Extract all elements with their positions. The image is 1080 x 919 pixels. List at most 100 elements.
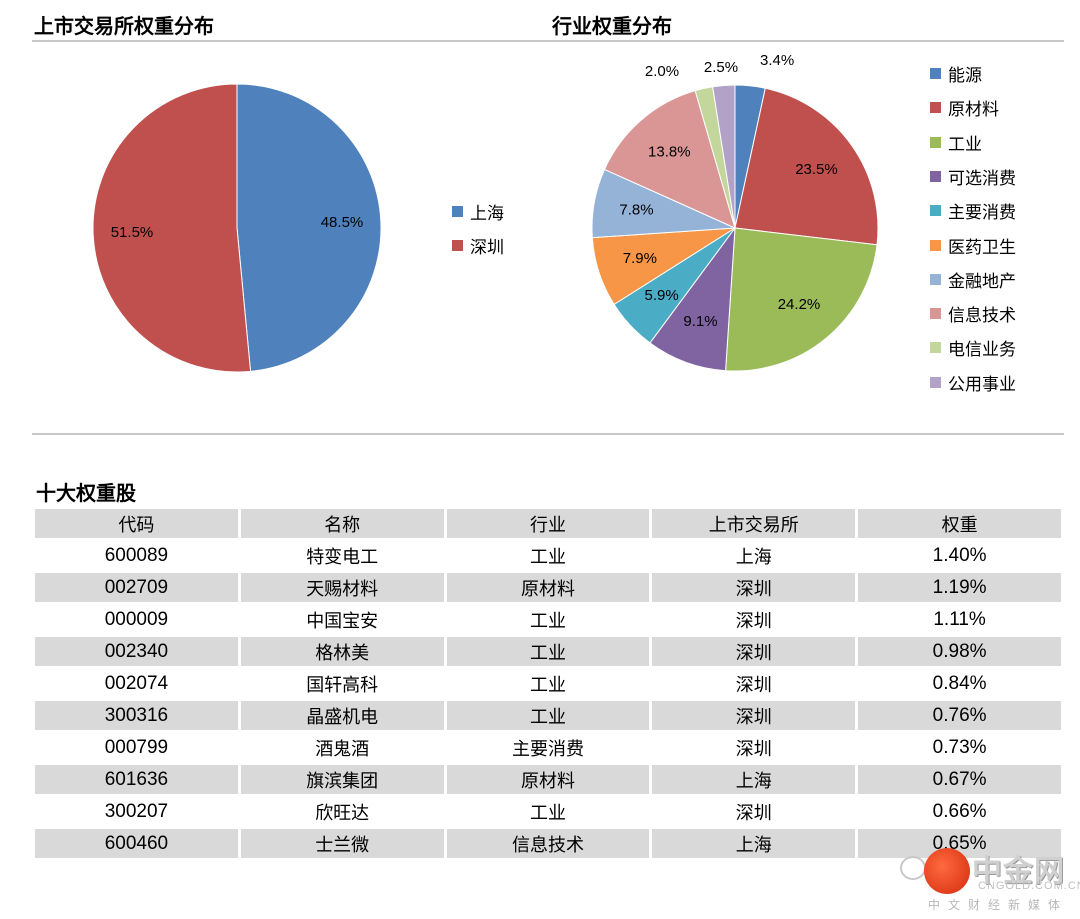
legend-label: 主要消费: [948, 203, 1016, 224]
pie-value-label: 5.9%: [645, 287, 679, 304]
pie-value-label: 48.5%: [321, 214, 364, 231]
cell-weight: 0.98%: [858, 637, 1061, 666]
table-header-row: 代码 名称 行业 上市交易所 权重: [35, 509, 1061, 538]
table-title: 十大权重股: [36, 481, 136, 505]
table-row: 002074 国轩高科 工业 深圳 0.84%: [35, 669, 1061, 698]
pie-value-label: 9.1%: [683, 313, 717, 330]
watermark-subtitle: 中文财经新媒体: [928, 898, 1069, 912]
table-row: 000009 中国宝安 工业 深圳 1.11%: [35, 605, 1061, 634]
pie-value-label: 13.8%: [648, 143, 691, 160]
industry-legend-item: 能源: [930, 61, 982, 86]
pie-value-label: 51.5%: [111, 224, 154, 241]
table-row: 300207 欣旺达 工业 深圳 0.66%: [35, 797, 1061, 826]
cell-weight: 0.84%: [932, 672, 987, 694]
top-divider: [32, 40, 1064, 42]
legend-swatch: [930, 308, 941, 320]
cell-weight: 1.11%: [933, 608, 986, 630]
table-row: 300316 晶盛机电 工业 深圳 0.76%: [35, 701, 1061, 730]
legend-label: 公用事业: [948, 374, 1016, 395]
industry-legend-item: 原材料: [930, 95, 999, 120]
cell-exchange: 深圳: [735, 802, 772, 824]
cell-name: 酒鬼酒: [315, 738, 370, 760]
exchange-chart-title: 上市交易所权重分布: [34, 14, 214, 38]
pie-slice: [649, 226, 736, 372]
pie-value-label: 3.4%: [760, 52, 794, 69]
cell-code: 002709: [35, 573, 238, 602]
header-industry: 行业: [446, 509, 650, 538]
legend-swatch: [930, 342, 941, 354]
cell-weight: 0.67%: [858, 765, 1061, 794]
pie-value-label: 24.2%: [778, 296, 821, 313]
cell-industry: 工业: [446, 637, 650, 666]
pie-slice: [92, 83, 252, 373]
table-row: 600089 特变电工 工业 上海 1.40%: [35, 541, 1061, 570]
cell-weight: 0.66%: [932, 800, 987, 822]
legend-label: 可选消费: [948, 168, 1016, 189]
cell-weight: 0.76%: [858, 701, 1061, 730]
legend-label: 医药卫生: [948, 237, 1016, 258]
legend-swatch: [930, 239, 941, 251]
industry-legend-item: 工业: [930, 130, 982, 155]
table-row: 002709 天赐材料 原材料 深圳 1.19%: [35, 573, 1061, 602]
cell-exchange: 深圳: [652, 701, 856, 730]
header-exchange: 上市交易所: [652, 509, 856, 538]
pie-value-label: 7.8%: [619, 201, 653, 218]
table-row: 601636 旗滨集团 原材料 上海 0.67%: [35, 765, 1061, 794]
industry-legend-item: 金融地产: [930, 267, 1016, 292]
legend-label: 金融地产: [948, 271, 1016, 292]
cell-weight: 1.40%: [932, 544, 987, 566]
cell-name: 国轩高科: [306, 674, 379, 696]
pie-slice: [236, 83, 382, 372]
cell-exchange: 上海: [652, 829, 856, 858]
cell-code: 002074: [104, 672, 169, 694]
industry-chart-title: 行业权重分布: [552, 14, 672, 38]
cell-exchange: 深圳: [735, 674, 772, 696]
pie-charts: 48.5% 51.5% 3.4% 23.5% 24.2% 9.1%5.9% 7.9% 7.8%…: [92, 52, 879, 373]
cell-industry: 工业: [529, 546, 566, 568]
cell-code: 601636: [35, 765, 238, 794]
legend-swatch: [930, 170, 941, 182]
exchange-legend-item: 深圳: [452, 233, 504, 258]
legend-label: 上海: [470, 204, 504, 224]
cell-exchange: 上海: [652, 765, 856, 794]
legend-label: 深圳: [470, 238, 504, 258]
pie-slice: [725, 227, 878, 372]
legend-swatch: [930, 68, 941, 79]
legend-label: 能源: [948, 66, 982, 86]
legend-label: 信息技术: [948, 306, 1016, 327]
pie-slice: [712, 84, 736, 229]
legend-swatch: [930, 102, 941, 114]
cell-industry: 主要消费: [511, 738, 584, 760]
legend-swatch: [930, 205, 941, 217]
cell-exchange: 上海: [735, 546, 772, 568]
pie-slice: [603, 90, 736, 229]
legend-label: 工业: [948, 134, 982, 155]
cell-code: 600460: [35, 829, 238, 858]
top-ten-holdings-table: 代码 名称 行业 上市交易所 权重 600089 特变电工 工业 上海 1.40% 002…: [32, 506, 1064, 861]
industry-legend-item: 医药卫生: [930, 233, 1016, 258]
cell-industry: 工业: [446, 701, 650, 730]
cell-industry: 原材料: [446, 765, 650, 794]
legend-swatch: [452, 206, 463, 217]
industry-legend-item: 公用事业: [930, 370, 1016, 395]
legend-swatch: [930, 136, 941, 148]
cell-code: 000009: [104, 608, 169, 630]
cell-exchange: 深圳: [735, 738, 772, 760]
cell-exchange: 深圳: [652, 573, 856, 602]
watermark: 中金网 CNGOLD.COM.CN 中文财经新媒体: [900, 846, 1080, 914]
industry-legend-item: 可选消费: [930, 164, 1016, 189]
pie-value-label: 2.0%: [645, 63, 679, 80]
industry-legend-item: 信息技术: [930, 301, 1016, 326]
cell-name: 特变电工: [306, 546, 379, 568]
legend-swatch: [452, 240, 463, 251]
legend-swatch: [930, 376, 941, 388]
cell-name: 晶盛机电: [240, 701, 444, 730]
pie-slice: [734, 87, 879, 246]
cell-code: 000799: [104, 736, 169, 758]
table-row: 600460 士兰微 信息技术 上海 0.65%: [35, 829, 1061, 858]
cell-exchange: 深圳: [735, 610, 772, 632]
legend-swatch: [930, 273, 941, 285]
industry-legend-item: 主要消费: [930, 198, 1016, 223]
header-name: 名称: [240, 509, 444, 538]
cell-industry: 工业: [529, 674, 566, 696]
